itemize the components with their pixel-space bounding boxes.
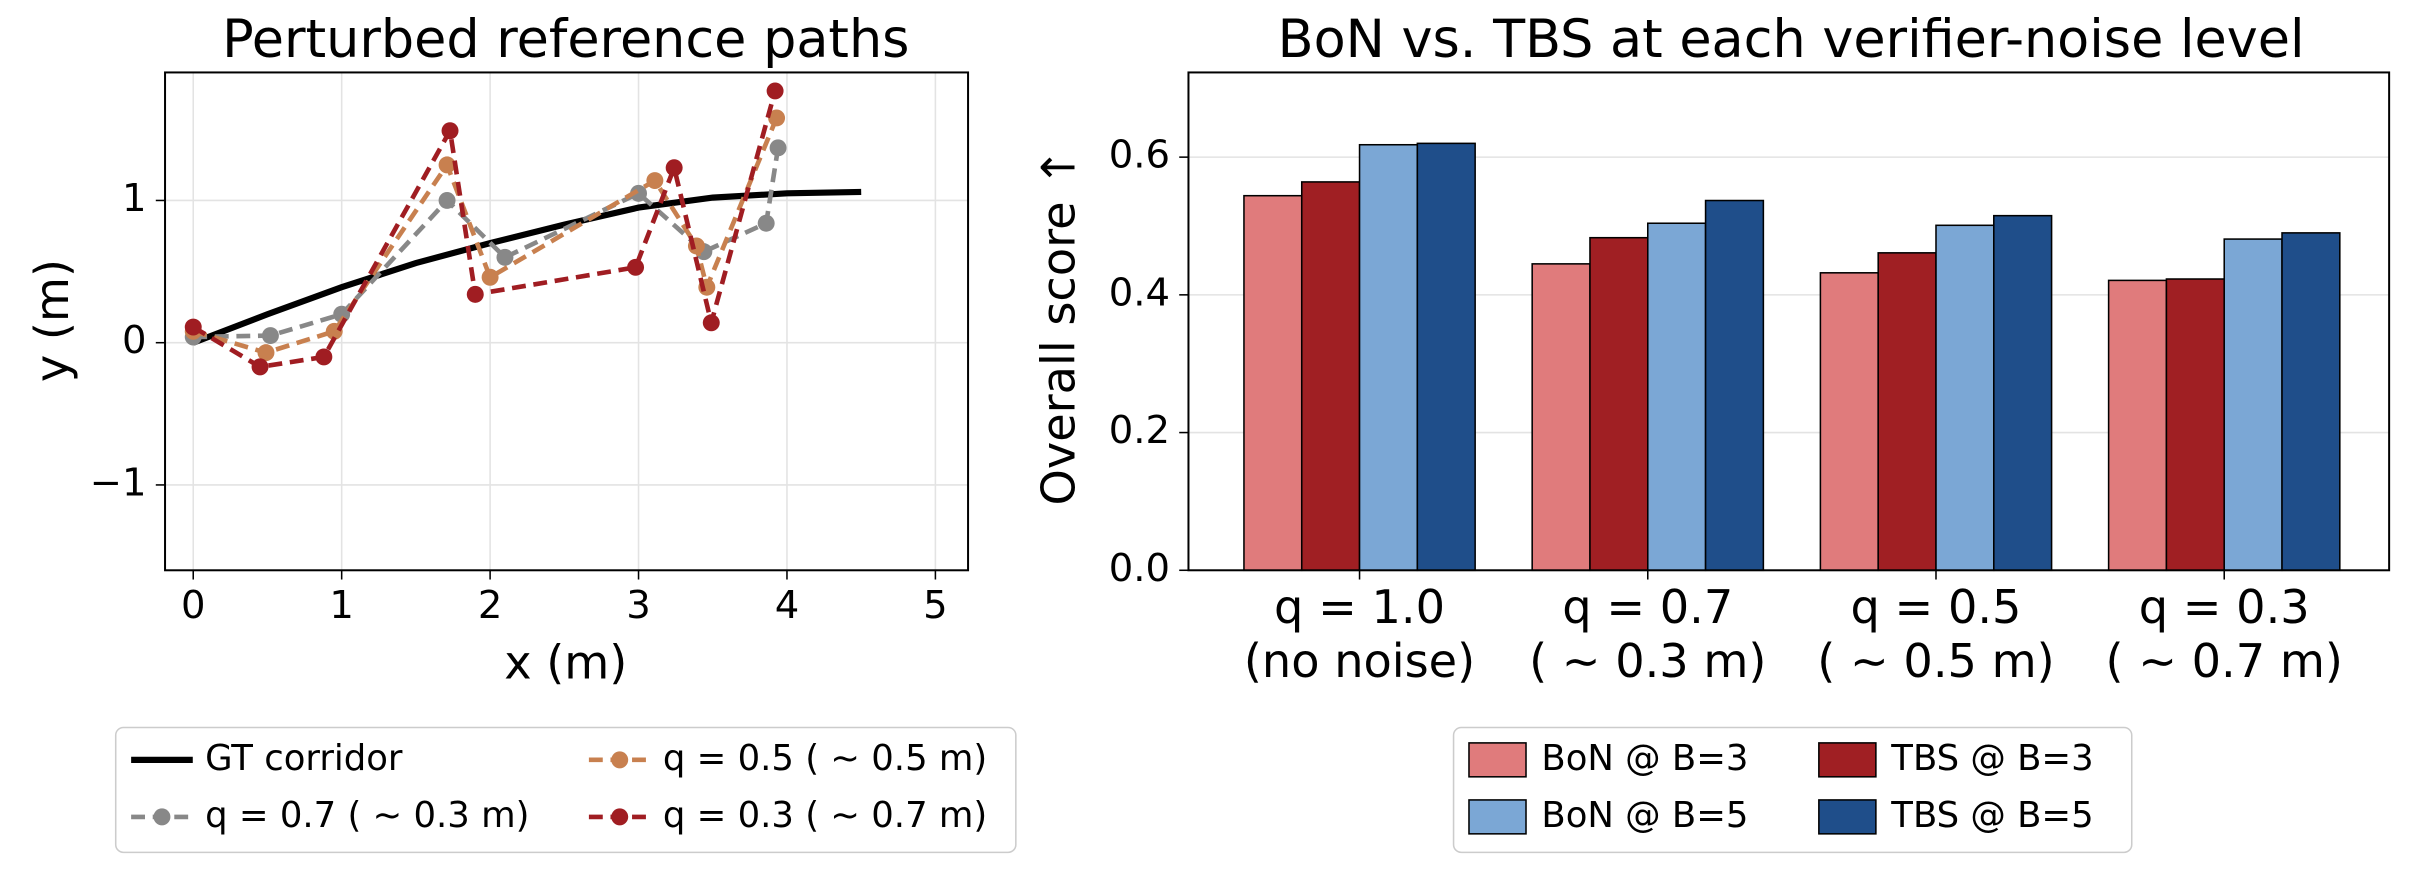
bar [2107, 279, 2168, 572]
point [438, 191, 456, 209]
legend-label: BoN @ B=5 [1541, 795, 1748, 836]
point [665, 159, 683, 177]
x-tick-label: 3 [626, 583, 651, 628]
series-line [193, 147, 781, 340]
bar [1935, 224, 1995, 572]
point [646, 172, 664, 190]
legend-label: GT corridor [205, 738, 403, 779]
legend-label: q = 0.5 ( ∼ 0.5 m) [663, 738, 987, 779]
y-tick-label: −1 [90, 460, 147, 505]
point [757, 214, 775, 232]
bar [2165, 278, 2225, 572]
x-tick-label: q = 0.3 [2139, 580, 2310, 634]
y-axis-label: Overall score ↑ [1032, 148, 1086, 505]
plot-frame [164, 71, 970, 572]
y-tick-label: 0.2 [1109, 408, 1170, 453]
x-tick-label: 5 [923, 583, 948, 628]
y-tick-label: 0.6 [1109, 133, 1170, 178]
legend-patch [1468, 799, 1527, 835]
point [261, 327, 279, 345]
legend-box [114, 726, 1017, 854]
chart-title: BoN vs. TBS at each verifier-noise level [1278, 9, 2305, 70]
legend-label: TBS @ B=5 [1890, 795, 2093, 836]
point [333, 305, 351, 323]
x-tick-label: 2 [478, 583, 503, 628]
x-tick-label: q = 0.5 [1851, 580, 2022, 634]
point [630, 184, 648, 202]
plot-frame [1187, 71, 2391, 572]
legend-marker [153, 808, 171, 826]
legend-label: q = 0.7 ( ∼ 0.3 m) [205, 795, 529, 836]
x-tick-label: q = 0.7 [1562, 580, 1733, 634]
bar [1358, 143, 1419, 572]
legend-box [1452, 726, 2133, 854]
legend-label: TBS @ B=3 [1890, 738, 2093, 779]
x-tick-label: ( ∼ 0.3 m) [1529, 634, 1766, 688]
x-tick-label: 0 [181, 583, 206, 628]
legend-patch [1468, 742, 1527, 778]
point [257, 344, 275, 362]
x-tick-label: 1 [329, 583, 354, 628]
legend-patch [1818, 742, 1877, 778]
bar [1704, 199, 1765, 572]
point [184, 318, 202, 336]
bar [1300, 181, 1361, 572]
bar [1877, 252, 1937, 572]
bar [1531, 263, 1591, 572]
y-tick-label: 0.0 [1109, 546, 1170, 591]
legend-label: q = 0.3 ( ∼ 0.7 m) [663, 795, 987, 836]
y-tick-label: 0.4 [1109, 270, 1170, 315]
bar [1243, 194, 1303, 572]
series-line [192, 117, 779, 356]
point [627, 258, 645, 276]
point [251, 358, 269, 376]
point [466, 285, 484, 303]
series-line [192, 188, 862, 346]
point [438, 156, 456, 174]
y-tick-label: 0 [122, 318, 147, 363]
bar [2223, 238, 2283, 572]
bar [1416, 142, 1476, 572]
bar [1589, 236, 1649, 572]
point [769, 139, 787, 157]
x-axis-label: x (m) [504, 635, 627, 689]
chart-title: Perturbed reference paths [222, 9, 909, 70]
y-axis-label: y (m) [25, 259, 79, 382]
bar [1819, 272, 1879, 572]
point [481, 268, 499, 286]
x-tick-label: ( ∼ 0.7 m) [2106, 634, 2343, 688]
x-tick-label: 4 [775, 583, 800, 628]
legend-marker [611, 751, 629, 769]
bar [1647, 222, 1707, 572]
legend-label: BoN @ B=3 [1541, 738, 1748, 779]
point [766, 82, 784, 100]
point [496, 248, 514, 266]
y-tick-label: 1 [122, 176, 147, 221]
point [315, 348, 333, 366]
bar [2281, 232, 2341, 572]
point [441, 122, 459, 140]
x-tick-label: q = 1.0 [1274, 580, 1445, 634]
legend-patch [1818, 799, 1877, 835]
point [702, 314, 720, 332]
x-tick-label: ( ∼ 0.5 m) [1817, 634, 2054, 688]
legend-marker [611, 808, 629, 826]
bar [1993, 214, 2053, 572]
point [768, 109, 786, 127]
x-tick-label: (no noise) [1244, 634, 1475, 688]
